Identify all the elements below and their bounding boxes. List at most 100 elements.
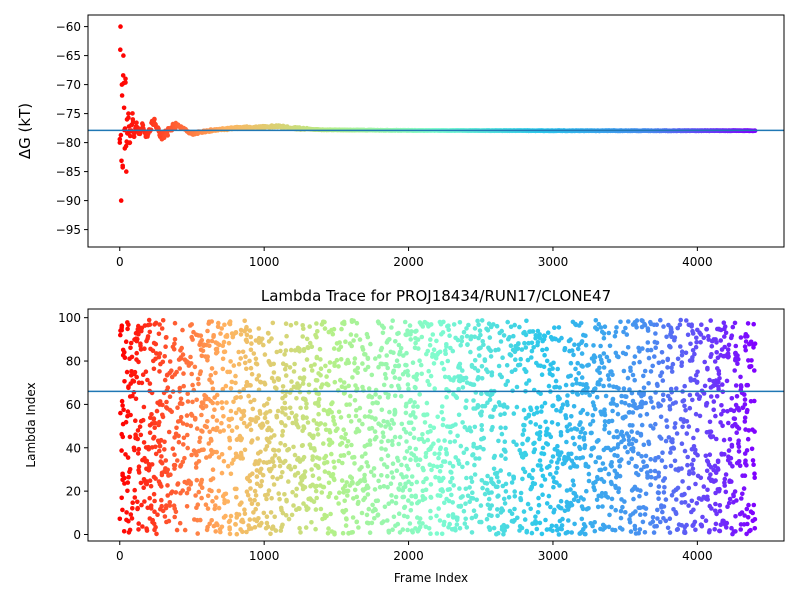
lambda-point xyxy=(565,454,571,460)
lambda-point xyxy=(701,335,707,341)
lambda-point xyxy=(414,377,419,382)
lambda-point xyxy=(668,463,674,469)
lambda-point xyxy=(249,371,255,377)
lambda-point xyxy=(718,522,724,527)
lambda-point xyxy=(447,424,452,430)
lambda-point xyxy=(147,329,153,335)
lambda-point xyxy=(280,433,285,438)
lambda-point xyxy=(231,363,237,368)
lambda-point xyxy=(352,398,358,403)
lambda-point xyxy=(539,372,545,378)
lambda-point xyxy=(639,467,644,473)
lambda-point xyxy=(294,421,299,427)
lambda-point xyxy=(636,451,641,457)
lambda-point xyxy=(685,462,690,468)
lambda-point xyxy=(528,420,533,425)
lambda-point xyxy=(497,330,503,336)
lambda-point xyxy=(539,483,544,489)
lambda-point xyxy=(702,359,707,365)
lambda-point xyxy=(549,420,555,425)
lambda-point xyxy=(217,527,223,532)
lambda-point xyxy=(309,368,315,373)
lambda-point xyxy=(737,463,743,469)
lambda-point xyxy=(379,446,384,451)
lambda-point xyxy=(403,332,409,338)
lambda-point xyxy=(381,434,386,440)
lambda-point xyxy=(512,322,517,328)
lambda-point xyxy=(244,489,250,495)
lambda-point xyxy=(145,334,151,339)
lambda-point xyxy=(694,380,700,385)
lambda-point xyxy=(140,372,146,378)
lambda-point xyxy=(641,459,646,465)
lambda-point xyxy=(278,528,284,533)
lambda-point xyxy=(373,400,379,405)
y-tick-label: 40 xyxy=(66,441,81,455)
lambda-point xyxy=(271,447,276,453)
lambda-point xyxy=(728,335,734,341)
lambda-point xyxy=(371,466,377,471)
lambda-point xyxy=(601,351,607,356)
lambda-point xyxy=(436,506,442,511)
lambda-point xyxy=(752,368,757,373)
lambda-point xyxy=(278,441,283,446)
lambda-point xyxy=(172,372,178,377)
lambda-point xyxy=(194,461,199,466)
lambda-point xyxy=(691,457,696,463)
lambda-point xyxy=(739,510,745,515)
lambda-point xyxy=(477,411,483,416)
lambda-point xyxy=(615,445,620,450)
lambda-point xyxy=(304,357,310,362)
lambda-point xyxy=(573,376,579,382)
lambda-point xyxy=(452,439,458,444)
lambda-point xyxy=(350,375,355,380)
lambda-point xyxy=(744,382,749,388)
lambda-point xyxy=(428,429,433,434)
lambda-point xyxy=(283,321,289,327)
lambda-point xyxy=(477,519,482,525)
lambda-point xyxy=(135,499,140,505)
lambda-point xyxy=(372,429,378,434)
lambda-point xyxy=(645,340,651,345)
lambda-point xyxy=(373,356,378,361)
lambda-point xyxy=(659,458,665,463)
lambda-point xyxy=(572,441,577,447)
lambda-point xyxy=(629,429,634,434)
lambda-point xyxy=(272,453,278,458)
lambda-point xyxy=(252,488,258,494)
lambda-point xyxy=(431,347,437,353)
lambda-point xyxy=(338,377,343,383)
lambda-point xyxy=(704,326,709,332)
lambda-point xyxy=(621,368,627,374)
lambda-point xyxy=(576,371,581,376)
lambda-point xyxy=(157,351,163,356)
dg-point xyxy=(120,165,125,170)
lambda-point xyxy=(220,405,225,411)
lambda-point xyxy=(630,410,636,415)
lambda-point xyxy=(339,326,344,332)
lambda-point xyxy=(160,412,165,418)
lambda-point xyxy=(693,344,699,350)
lambda-point xyxy=(377,395,383,400)
lambda-point xyxy=(136,527,141,532)
lambda-point xyxy=(719,403,724,408)
lambda-point xyxy=(331,326,337,332)
lambda-point xyxy=(485,502,491,508)
lambda-point xyxy=(651,405,656,410)
lambda-point xyxy=(615,411,621,417)
lambda-point xyxy=(261,403,267,408)
lambda-x-axis-label: Frame Index xyxy=(394,571,468,585)
lambda-point xyxy=(641,385,647,391)
lambda-point xyxy=(515,346,521,351)
lambda-point xyxy=(539,531,545,537)
lambda-point xyxy=(511,333,516,339)
lambda-point xyxy=(537,458,543,463)
lambda-point xyxy=(323,427,329,433)
lambda-point xyxy=(152,498,157,504)
lambda-point xyxy=(214,418,220,423)
lambda-point xyxy=(519,347,525,352)
lambda-point xyxy=(144,338,149,344)
lambda-point xyxy=(551,484,556,490)
lambda-point xyxy=(413,340,418,346)
lambda-point xyxy=(247,422,252,427)
